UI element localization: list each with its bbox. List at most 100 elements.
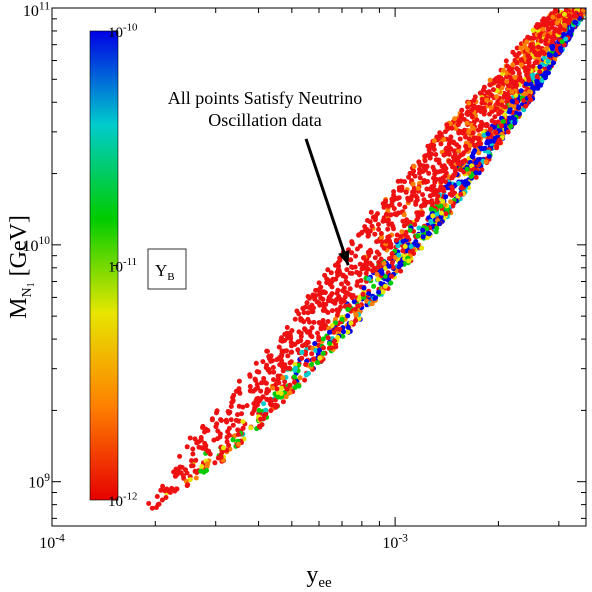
- data-point: [253, 398, 259, 404]
- data-point: [198, 435, 204, 440]
- data-point: [419, 245, 425, 251]
- data-point: [270, 385, 276, 391]
- data-point: [374, 249, 380, 255]
- data-point: [317, 320, 323, 326]
- data-point: [225, 409, 231, 414]
- data-point: [327, 341, 332, 346]
- data-point: [371, 283, 377, 289]
- data-point: [543, 37, 549, 42]
- data-point: [392, 211, 398, 217]
- data-point: [253, 386, 259, 392]
- data-point: [522, 91, 528, 97]
- data-point: [388, 242, 394, 247]
- data-point: [398, 268, 404, 274]
- x-axis-label: yee: [306, 562, 332, 591]
- data-point: [372, 255, 378, 261]
- data-point: [393, 237, 399, 243]
- data-point: [299, 349, 305, 355]
- data-point: [450, 164, 455, 170]
- data-point: [399, 229, 405, 235]
- data-point: [313, 348, 319, 353]
- data-point: [452, 157, 457, 163]
- data-point: [271, 369, 277, 375]
- data-point: [410, 189, 415, 195]
- data-point: [403, 229, 409, 235]
- data-point: [189, 463, 194, 469]
- data-point: [184, 444, 190, 450]
- data-point: [512, 120, 518, 126]
- data-point: [297, 375, 303, 381]
- data-point: [316, 280, 322, 286]
- data-point: [441, 137, 447, 142]
- data-point: [341, 285, 347, 291]
- data-point: [207, 451, 213, 457]
- data-point: [154, 494, 160, 499]
- data-point: [190, 451, 196, 457]
- data-point: [239, 411, 244, 417]
- data-point: [447, 191, 453, 197]
- data-point: [158, 487, 164, 493]
- data-point: [282, 331, 288, 337]
- data-point: [280, 365, 286, 371]
- data-point: [440, 198, 446, 204]
- data-point: [349, 250, 355, 256]
- data-point: [466, 128, 472, 134]
- data-point: [473, 160, 479, 166]
- data-point: [514, 60, 520, 66]
- data-point: [464, 120, 470, 126]
- data-point: [325, 319, 331, 324]
- data-point: [365, 233, 371, 239]
- data-point: [468, 174, 474, 180]
- data-point: [434, 199, 440, 205]
- data-point: [443, 194, 449, 200]
- data-point: [209, 417, 215, 423]
- data-point: [437, 221, 442, 227]
- data-point: [287, 333, 293, 339]
- data-point: [508, 123, 514, 129]
- data-point: [518, 62, 524, 68]
- data-point: [432, 171, 438, 177]
- data-point: [438, 214, 444, 220]
- data-point: [217, 431, 223, 437]
- data-point: [420, 227, 426, 233]
- data-point: [367, 228, 373, 234]
- data-point: [400, 248, 406, 254]
- data-point: [487, 77, 493, 83]
- data-point: [472, 148, 478, 154]
- data-point: [528, 97, 534, 103]
- data-point: [396, 252, 402, 258]
- data-point: [293, 365, 298, 371]
- data-point: [260, 359, 266, 365]
- data-point: [284, 325, 290, 330]
- data-point: [428, 151, 434, 157]
- data-point: [539, 78, 545, 84]
- data-point: [369, 223, 375, 229]
- data-point: [159, 497, 165, 503]
- data-point: [351, 299, 357, 305]
- data-point: [398, 187, 404, 193]
- data-point: [431, 167, 437, 173]
- data-point: [406, 198, 412, 204]
- data-point: [190, 446, 196, 452]
- data-point: [526, 89, 532, 95]
- data-point: [314, 360, 320, 366]
- data-point: [504, 99, 510, 105]
- data-point: [452, 190, 458, 196]
- data-point: [335, 309, 341, 315]
- data-point: [393, 195, 399, 201]
- data-point: [340, 333, 346, 339]
- data-point: [249, 411, 255, 416]
- data-point: [415, 214, 421, 220]
- data-point: [515, 67, 521, 73]
- data-point: [521, 98, 527, 103]
- data-point: [292, 316, 298, 322]
- y-axis-label: MN1 [GeV]: [6, 215, 37, 319]
- data-point: [441, 152, 447, 158]
- data-point: [412, 173, 418, 179]
- data-point: [323, 302, 329, 307]
- data-point: [500, 77, 506, 82]
- data-point: [219, 418, 224, 423]
- data-point: [357, 261, 363, 267]
- data-point: [194, 470, 200, 475]
- data-point: [205, 461, 210, 467]
